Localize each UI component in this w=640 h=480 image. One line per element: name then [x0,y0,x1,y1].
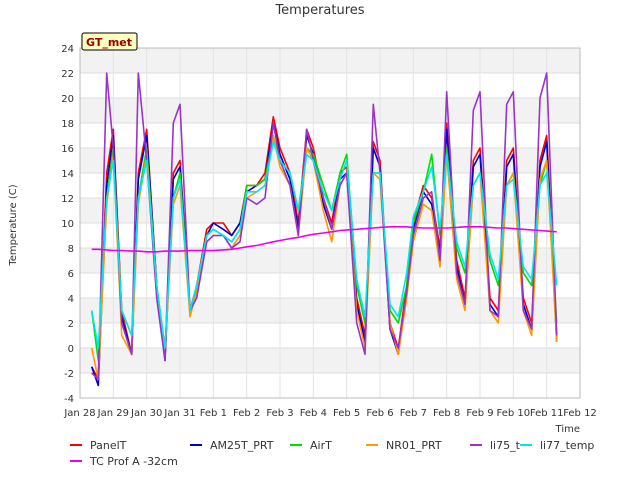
plot-band [80,248,580,273]
y-tick-label: 4 [68,294,74,305]
plot-band [80,48,580,73]
series-line-li77-temp [90,141,558,349]
legend-label: TC Prof A -32cm [89,455,178,468]
x-axis-label: Time [555,424,580,435]
x-tick-label: Feb 3 [266,408,293,419]
x-tick-label: Feb 1 [200,408,227,419]
y-tick-label: 24 [61,44,74,55]
plot-band [80,298,580,323]
y-tick-label: 10 [61,219,74,230]
x-tick-label: Jan 30 [130,408,162,419]
y-tick-label: 8 [68,244,74,255]
legend-label: PanelT [90,439,127,452]
y-axis-label: Temperature (C) [8,184,19,266]
x-tick-label: Feb 4 [300,408,327,419]
chart-title: Temperatures [274,3,364,18]
y-tick-label: 16 [61,144,74,155]
x-tick-label: Feb 10 [497,408,531,419]
y-tick-label: 0 [68,344,74,355]
y-tick-label: 18 [61,119,74,130]
x-tick-label: Jan 29 [97,408,129,419]
site-label-background [81,32,138,51]
series-line-tc-prof-a-32cm [91,226,557,253]
x-tick-label: Feb 11 [530,408,564,419]
series-lines [90,72,558,387]
site-label-text: GT_met [86,36,132,49]
plot-band [80,148,580,173]
x-tick-label: Jan 31 [163,408,195,419]
y-tick-label: 22 [61,69,74,80]
legend-label: AM25T_PRT [210,439,274,452]
site-label-box: GT_met [81,32,138,51]
x-tick-label: Feb 7 [400,408,427,419]
y-tick-label: 6 [68,269,74,280]
y-tick-label: 12 [61,194,74,205]
plot-frame [79,47,581,399]
y-tick-label: 14 [61,169,74,180]
series-line-li75-t [91,72,558,381]
y-tick-label: -2 [64,369,74,380]
x-tick-labels: Jan 28 Jan 29 Jan 30 Jan 31 Feb 1 Feb 2 Feb 3 F… [63,408,596,419]
y-tick-label: 20 [61,94,74,105]
legend-label: AirT [310,439,332,452]
plot-band [80,348,580,373]
legend-label: li75_t [490,439,521,452]
y-tick-label: 2 [68,319,74,330]
x-tick-label: Feb 6 [366,408,393,419]
x-tick-label: Feb 8 [433,408,460,419]
x-tick-label: Feb 5 [333,408,360,419]
legend-label: li77_temp [540,439,594,452]
plot-band [80,98,580,123]
y-tick-label: -4 [64,394,74,405]
x-tick-label: Feb 9 [466,408,493,419]
legend-label: NR01_PRT [386,439,442,452]
x-tick-label: Feb 2 [233,408,260,419]
legend: PanelT AM25T_PRT AirT NR01_PRT li75_t li77_te… [70,439,594,468]
x-tick-label: Jan 28 [63,408,95,419]
x-tick-label: Feb 12 [563,408,597,419]
